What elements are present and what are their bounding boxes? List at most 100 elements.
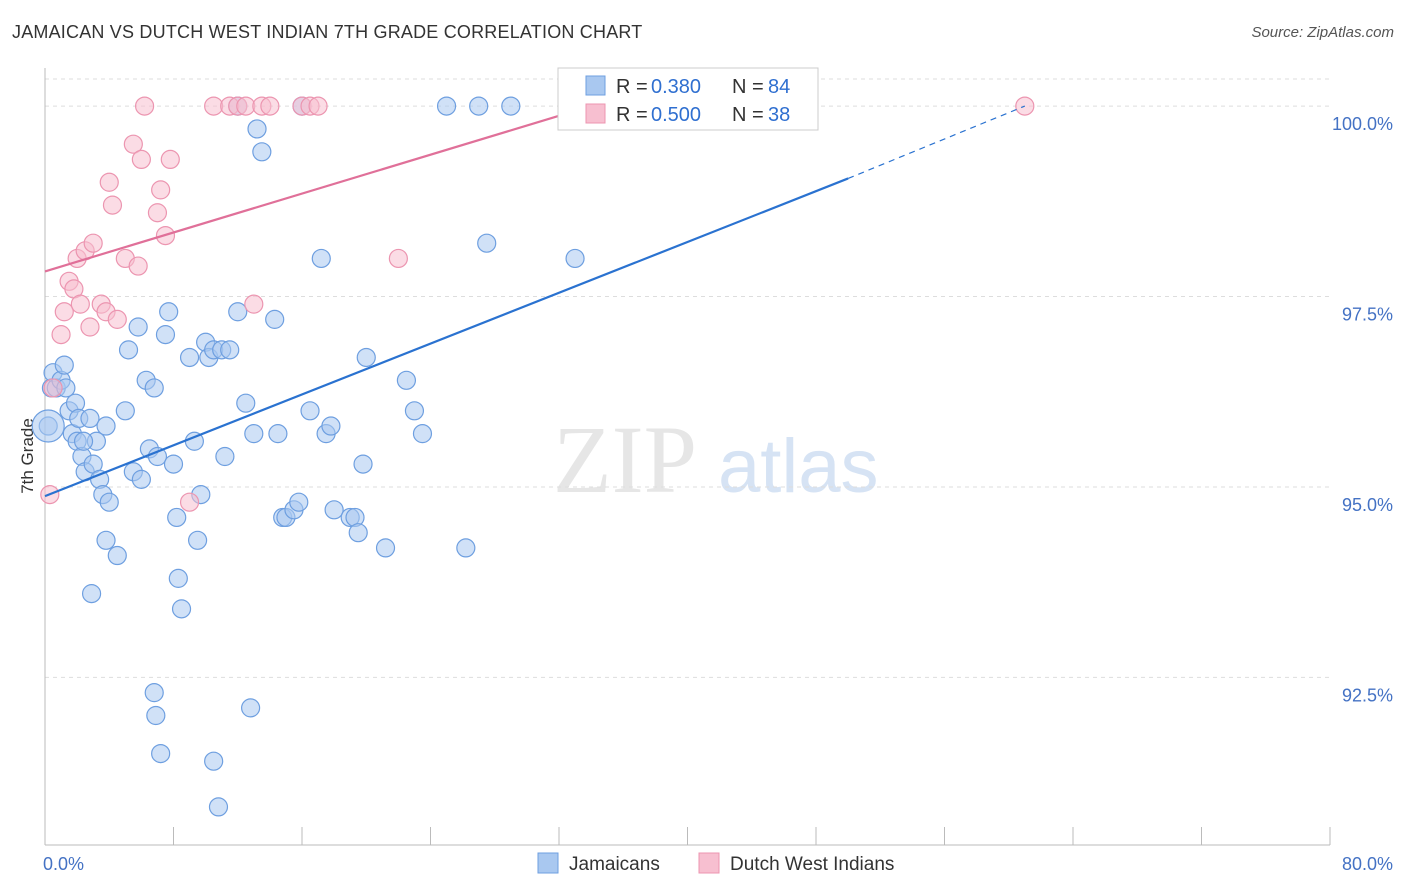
gridlines [45, 78, 1330, 678]
jamaicans-point [477, 233, 497, 253]
jamaicans-point [268, 424, 288, 444]
jamaicans-point [163, 454, 184, 474]
jamaicans-point [115, 401, 135, 421]
dutch-west-indians-point [107, 309, 127, 329]
y-tick-label: 92.5% [1342, 685, 1393, 705]
jamaicans-point [412, 424, 433, 444]
jamaicans-point [244, 424, 264, 444]
bottom-legend-label-jamaicans: Jamaicans [569, 854, 660, 875]
stats-legend-swatch-dutch [585, 103, 606, 124]
dutch-west-indians-point [128, 256, 148, 276]
y-tick-label: 100.0% [1332, 114, 1393, 134]
bottom-legend-swatch-jamaicans [537, 852, 559, 874]
stats-n-label-dutch: N = [732, 104, 764, 126]
jamaicans-point [501, 96, 521, 116]
jamaicans-point [456, 538, 476, 558]
stats-n-value-dutch: 38 [768, 104, 790, 126]
bottom-legend-swatch-dutch [698, 852, 720, 874]
jamaicans-point [236, 393, 256, 413]
stats-legend: R = 0.380 N = 84 R = 0.500 N = 38 [557, 67, 819, 131]
trend-line-dutch-west-indians [44, 105, 592, 273]
jamaicans-point [353, 454, 373, 474]
dutch-west-indians-point [131, 149, 151, 170]
jamaicans-point [146, 705, 166, 726]
jamaicans-point [311, 248, 331, 269]
jamaicans-point [565, 248, 585, 269]
jamaicans-point [128, 317, 148, 337]
dutch-west-indians-point [80, 317, 100, 337]
dutch-west-indians-point [134, 96, 155, 116]
jamaicans-point [73, 431, 94, 451]
jamaicans-point [356, 347, 376, 368]
x-tick-label-min: 0.0% [43, 854, 84, 874]
jamaicans-point [396, 370, 417, 390]
dutch-west-indians-point [51, 325, 71, 345]
jamaicans-point [179, 347, 200, 368]
jamaicans-point [252, 142, 272, 162]
jamaicans-point [220, 340, 240, 360]
jamaicans-point [144, 683, 164, 703]
series-dutch-west-indians-points [40, 96, 1035, 512]
jamaicans-point [118, 340, 139, 360]
stats-r-label-dutch: R = [616, 104, 648, 126]
jamaicans-point [289, 492, 309, 512]
x-axis-ticks [44, 827, 1331, 845]
jamaicans-point [131, 469, 151, 489]
trend-line-jamaicans [44, 177, 849, 498]
chart-title: JAMAICAN VS DUTCH WEST INDIAN 7TH GRADE … [12, 22, 643, 42]
y-tick-labels: 92.5% 95.0% 97.5% 100.0% [1332, 114, 1393, 705]
jamaicans-point [375, 538, 396, 558]
dutch-west-indians-point [83, 233, 103, 253]
jamaicans-point [348, 523, 368, 543]
jamaicans-point [54, 355, 74, 375]
dutch-west-indians-point [308, 96, 328, 116]
dutch-west-indians-point [70, 294, 90, 314]
stats-n-label-jamaicans: N = [732, 76, 764, 98]
dutch-west-indians-point [244, 294, 264, 314]
stats-r-value-jamaicans: 0.380 [651, 76, 701, 98]
jamaicans-point [204, 751, 224, 771]
watermark-zip: ZIP [553, 406, 697, 513]
dutch-west-indians-point [388, 248, 408, 269]
jamaicans-point [247, 119, 267, 139]
jamaicans-point [81, 584, 102, 604]
jamaicans-point [208, 797, 229, 817]
jamaicans-point [265, 309, 285, 329]
jamaicans-point [96, 530, 116, 550]
dutch-west-indians-point [43, 378, 63, 398]
dutch-west-indians-point [160, 149, 180, 170]
dutch-west-indians-point [54, 302, 74, 322]
source-label: Source: ZipAtlas.com [1251, 24, 1394, 41]
dutch-west-indians-point [236, 96, 256, 116]
y-axis-label: 7th Grade [18, 418, 37, 494]
stats-n-value-jamaicans: 84 [768, 76, 790, 98]
dutch-west-indians-point [147, 203, 168, 223]
jamaicans-point [215, 446, 235, 467]
jamaicans-point [151, 743, 171, 764]
jamaicans-point [168, 568, 188, 588]
dutch-west-indians-point [123, 134, 143, 154]
y-tick-label: 95.0% [1342, 495, 1393, 515]
y-tick-label: 97.5% [1342, 305, 1393, 325]
jamaicans-point [228, 302, 248, 322]
trend-lines [44, 105, 1026, 498]
jamaicans-point [144, 378, 164, 398]
jamaicans-point [300, 401, 320, 421]
stats-r-label-jamaicans: R = [616, 76, 648, 98]
jamaicans-point [167, 507, 187, 528]
jamaicans-point [241, 698, 261, 718]
dutch-west-indians-point [179, 492, 200, 512]
jamaicans-point [99, 492, 119, 512]
stats-legend-swatch-jamaicans [585, 75, 606, 96]
jamaicans-point [107, 545, 127, 566]
bottom-legend: Jamaicans Dutch West Indians [537, 852, 894, 875]
jamaicans-point [159, 302, 179, 322]
jamaicans-point [436, 96, 457, 116]
stats-r-value-dutch: 0.500 [651, 104, 701, 126]
dutch-west-indians-point [102, 195, 123, 215]
jamaicans-point [96, 416, 116, 436]
dutch-west-indians-point [151, 180, 171, 200]
jamaicans-point [404, 401, 425, 421]
x-tick-label-max: 80.0% [1342, 854, 1393, 874]
jamaicans-point [147, 446, 168, 467]
